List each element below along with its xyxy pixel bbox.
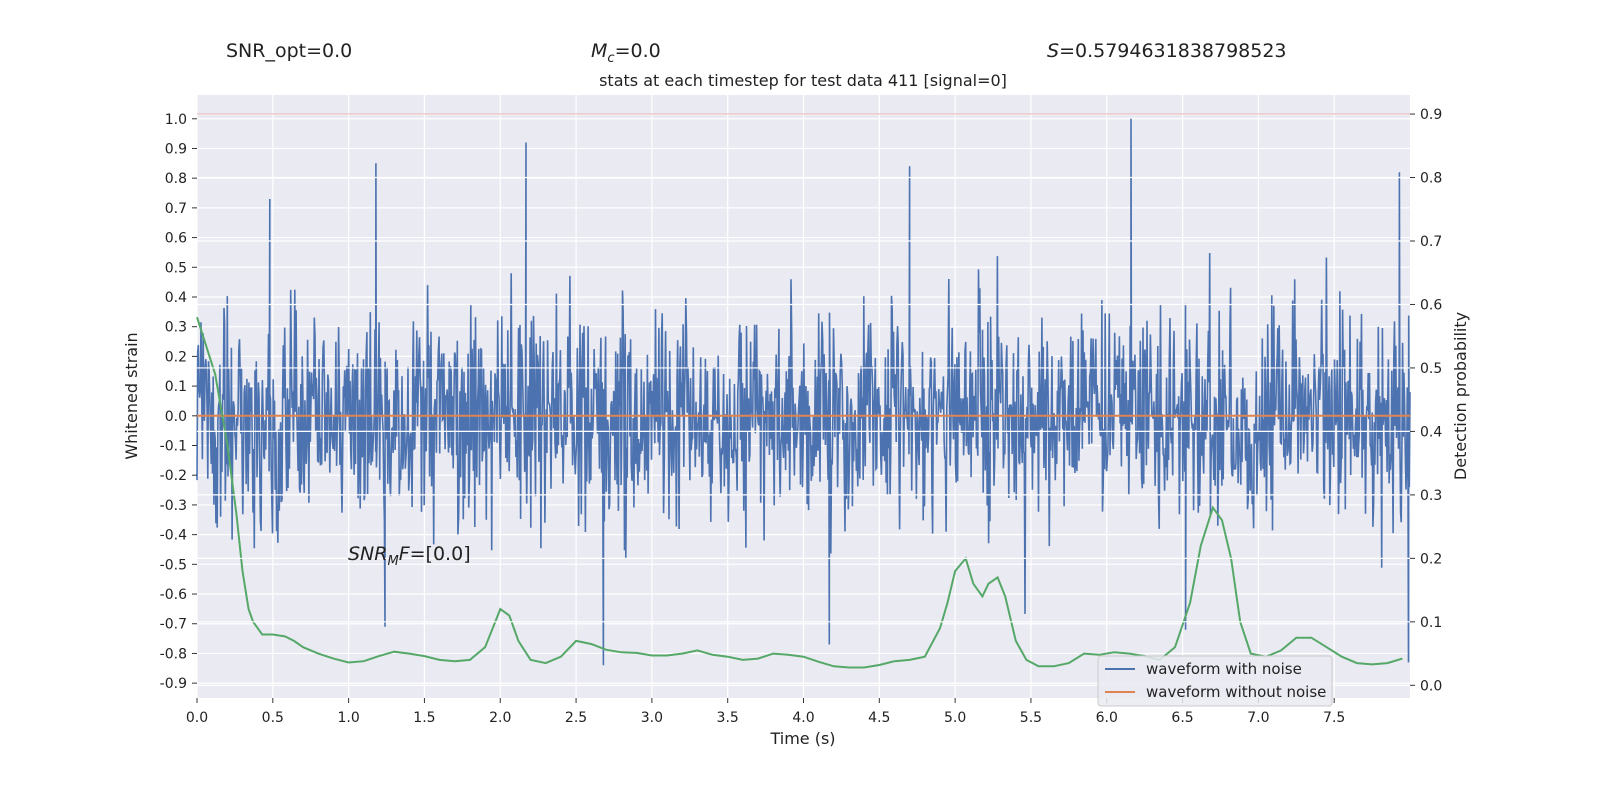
y-tick-label: 0.6 xyxy=(165,231,187,247)
x-tick-label: 1.0 xyxy=(337,710,359,726)
y-tick-label: 0.8 xyxy=(165,171,187,187)
right-y-tick-label: 0.0 xyxy=(1420,678,1442,694)
right-y-tick-label: 0.4 xyxy=(1420,424,1442,440)
y-tick-label: -0.5 xyxy=(160,557,187,573)
y-tick-label: -0.7 xyxy=(160,617,187,633)
x-tick-label: 5.5 xyxy=(1020,710,1042,726)
right-y-axis-ticks: 0.9 0.8 0.7 0.6 0.5 0.4 0.3 0.2 0.1 0.0 xyxy=(1410,107,1442,694)
x-tick-label: 3.5 xyxy=(717,710,739,726)
x-tick-label: 6.5 xyxy=(1171,710,1193,726)
y-axis-label: Whitened strain xyxy=(122,332,141,459)
snr-mf-annotation: SNRMF=[0.0] xyxy=(348,543,471,569)
x-tick-label: 0.0 xyxy=(186,710,208,726)
right-y-tick-label: 0.5 xyxy=(1420,361,1442,377)
detection-probability-line xyxy=(196,316,1403,669)
y-tick-label: 0.0 xyxy=(165,409,187,425)
legend-box xyxy=(1097,655,1333,707)
y-tick-label: -0.1 xyxy=(160,439,187,455)
y-tick-label: 0.7 xyxy=(165,201,187,217)
x-tick-label: 7.0 xyxy=(1247,710,1269,726)
y-tick-label: 0.1 xyxy=(165,379,187,395)
x-tick-label: 0.5 xyxy=(262,710,284,726)
chirp-mass-annotation: Mc=0.0 xyxy=(591,40,661,66)
y-tick-label: -0.8 xyxy=(160,646,187,662)
x-tick-label: 4.5 xyxy=(868,710,890,726)
chirp-mass-subscript: c xyxy=(607,50,615,66)
right-y-tick-label: 0.3 xyxy=(1420,488,1442,504)
y-tick-label: -0.4 xyxy=(160,528,187,544)
snr-mf-subscript: M xyxy=(387,554,398,569)
x-tick-label: 4.0 xyxy=(792,710,814,726)
x-tick-label: 2.0 xyxy=(489,710,511,726)
x-tick-label: 7.5 xyxy=(1323,710,1345,726)
snr-mf-suffix: F xyxy=(399,543,411,565)
waveform-with-noise-series xyxy=(196,118,1411,666)
statistic-value: =0.5794631838798523 xyxy=(1059,40,1287,62)
statistic-annotation: S=0.5794631838798523 xyxy=(1047,40,1287,62)
x-tick-label: 3.0 xyxy=(641,710,663,726)
snr-opt-annotation: SNR_opt=0.0 xyxy=(226,40,352,62)
snr-mf-symbol: SNR xyxy=(348,543,387,565)
y-tick-label: 0.4 xyxy=(165,290,187,306)
chart-title: stats at each timestep for test data 411… xyxy=(599,71,1007,90)
right-y-tick-label: 0.1 xyxy=(1420,615,1442,631)
right-axis-grid-lines xyxy=(197,113,1410,686)
right-y-tick-label: 0.9 xyxy=(1420,107,1442,123)
right-y-tick-label: 0.7 xyxy=(1420,234,1442,250)
y-tick-label: -0.9 xyxy=(160,676,187,692)
y-tick-label: 1.0 xyxy=(165,112,187,128)
y-tick-label: 0.2 xyxy=(165,349,187,365)
y-tick-label: -0.3 xyxy=(160,498,187,514)
right-y-tick-label: 0.2 xyxy=(1420,551,1442,567)
waveform-with-noise-line xyxy=(196,118,1411,666)
x-tick-label: 1.5 xyxy=(413,710,435,726)
y-tick-label: 0.3 xyxy=(165,320,187,336)
x-axis-ticks: 0.0 0.5 1.0 1.5 2.0 2.5 3.0 3.5 4.0 4.5 5.0 5.5 6.0 6… xyxy=(186,698,1345,726)
snr-opt-value: SNR_opt=0.0 xyxy=(226,40,353,62)
legend: waveform with noise waveform without noi… xyxy=(1097,655,1333,707)
y-tick-label: 0.9 xyxy=(165,141,187,157)
right-y-tick-label: 0.6 xyxy=(1420,297,1442,313)
x-tick-label: 6.0 xyxy=(1096,710,1118,726)
legend-clean-label: waveform without noise xyxy=(1146,683,1326,701)
x-tick-label: 2.5 xyxy=(565,710,587,726)
chirp-mass-symbol: M xyxy=(591,40,608,62)
x-tick-label: 5.0 xyxy=(944,710,966,726)
x-axis-label: Time (s) xyxy=(769,729,835,748)
right-y-axis-label: Detection probability xyxy=(1451,312,1470,480)
right-y-tick-label: 0.8 xyxy=(1420,171,1442,187)
legend-noise-label: waveform with noise xyxy=(1146,660,1302,678)
snr-mf-value: =[0.0] xyxy=(410,543,471,565)
y-axis-ticks: 1.0 0.9 0.8 0.7 0.6 0.5 0.4 0.3 0.2 0.1 0.0 -0.1 -0.… xyxy=(160,112,197,692)
statistic-symbol: S xyxy=(1047,40,1060,62)
y-tick-label: -0.6 xyxy=(160,587,187,603)
y-tick-label: -0.2 xyxy=(160,468,187,484)
chirp-mass-value: =0.0 xyxy=(614,40,661,62)
y-tick-label: 0.5 xyxy=(165,260,187,276)
